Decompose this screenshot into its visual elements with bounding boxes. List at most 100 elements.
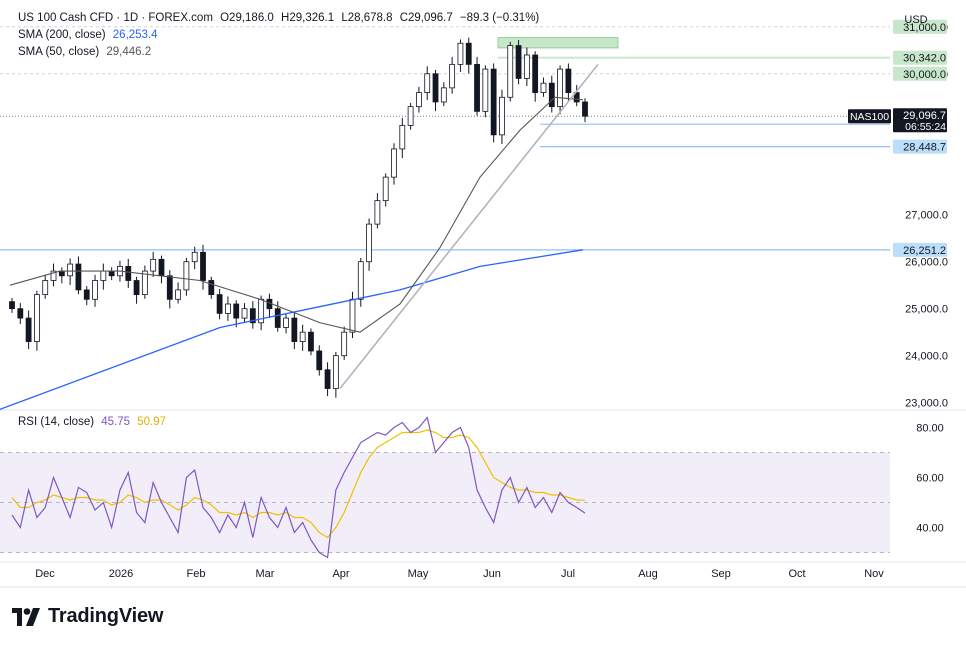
ticker-badge-bg: [848, 109, 891, 124]
level-badge: 31,000.0: [903, 22, 946, 34]
candle-body: [191, 251, 198, 263]
rsi-value: 45.75: [101, 416, 131, 428]
candle-body: [141, 270, 148, 295]
price-tick-label: 26,000.0: [905, 257, 948, 269]
candle-body: [83, 289, 90, 300]
ticker-label: NAS100: [850, 111, 889, 123]
price-tick-label: 23,000.0: [905, 398, 948, 410]
low-value: L28,678.8: [341, 12, 393, 24]
level-badge-bg: [893, 139, 947, 154]
candle-body: [332, 355, 339, 389]
candle-body: [158, 258, 165, 277]
candle-body: [200, 251, 206, 281]
time-tick-label: Jun: [483, 568, 501, 580]
candle-body: [9, 301, 15, 310]
time-axis: Dec 2026 Feb Mar Apr May Jun Jul Aug Sep Oct Nov: [35, 568, 884, 580]
candle-body: [374, 200, 381, 225]
time-tick-label: Apr: [332, 568, 349, 580]
time-tick-label: Aug: [638, 568, 658, 580]
candle-body: [216, 294, 223, 314]
level-badge: 30,342.0: [903, 53, 946, 65]
candle-body: [50, 270, 57, 281]
candle-body: [416, 92, 422, 108]
candle-body: [341, 331, 348, 357]
candle-body: [100, 270, 107, 281]
rsi-label: RSI (14, close): [18, 416, 95, 428]
currency-label: USD: [904, 14, 927, 26]
open-value: O29,186.0: [220, 12, 274, 24]
high-value: H29,326.1: [281, 12, 335, 24]
candle-body: [366, 223, 372, 263]
candle-body: [291, 317, 298, 342]
trendline: [339, 63, 599, 390]
candle-body: [424, 73, 431, 93]
candle-body: [17, 308, 24, 319]
candle-body: [308, 331, 314, 352]
candle-body: [565, 68, 572, 93]
candle-body: [283, 317, 289, 328]
candle-body: [316, 350, 323, 371]
candle-body: [499, 96, 505, 136]
candle-body: [440, 87, 447, 103]
candle-body: [523, 54, 530, 79]
time-tick-label: Feb: [187, 568, 206, 580]
candle-body: [357, 261, 364, 300]
rsi-legend[interactable]: RSI (14, close) 45.75 50.97: [18, 416, 170, 428]
last-price-label: 29,096.7: [903, 110, 946, 122]
candle-body: [465, 42, 472, 65]
candle-body: [457, 42, 464, 65]
instrument-title: US 100 Cash CFD · 1D · FOREX.com: [18, 12, 213, 24]
candle-body: [532, 54, 539, 93]
candle-body: [399, 125, 406, 150]
tradingview-logo[interactable]: TradingView: [12, 605, 163, 628]
candle-body: [548, 82, 555, 108]
time-tick-label: Dec: [35, 568, 55, 580]
price-axis: 31,000.0 30,000.0 27,000.0 26,000.0 25,000.0…: [848, 14, 948, 410]
rsi-pane: 80.00 60.00 40.00: [0, 416, 944, 559]
candlesticks: [9, 37, 588, 398]
level-badge-bg: [893, 242, 947, 257]
change-value: −89.3 (−0.31%): [459, 12, 540, 24]
level-badge-bg: [893, 19, 947, 34]
level-badge: 28,448.7: [903, 142, 946, 154]
candle-body: [208, 280, 215, 295]
price-tick-label: 25,000.0: [905, 304, 948, 316]
close-value: C29,096.7: [399, 12, 453, 24]
sma50-legend[interactable]: SMA (50, close) 29,446.2: [18, 46, 155, 58]
candle-body: [241, 308, 248, 319]
time-tick-label: Jul: [561, 568, 575, 580]
candle-body: [474, 63, 480, 112]
sma200-value: 26,253.4: [112, 29, 158, 41]
grid: [0, 26, 966, 588]
time-tick-label: Sep: [711, 568, 731, 580]
candle-body: [175, 289, 181, 300]
candle-body: [407, 106, 414, 126]
candle-body: [382, 176, 389, 202]
zones: [497, 37, 890, 59]
sma200-line: [0, 249, 584, 411]
candle-body: [67, 263, 74, 277]
last-price-badge-bg: [893, 108, 947, 133]
candle-body: [150, 258, 157, 272]
brand-name: TradingView: [48, 605, 164, 627]
sma200-label: SMA (200, close): [18, 29, 106, 41]
ohlc-legend: US 100 Cash CFD · 1D · FOREX.com O29,186…: [18, 12, 543, 24]
candle-body: [432, 73, 439, 103]
horizontal-levels: [0, 115, 890, 251]
price-tick-label: 27,000.0: [905, 210, 948, 222]
countdown-label: 06:55:24: [905, 121, 946, 133]
indicator-lines: [0, 63, 599, 411]
candle-body: [515, 45, 522, 79]
time-tick-label: Mar: [256, 568, 275, 580]
candle-body: [274, 308, 281, 328]
level-badge: 30,000.0: [903, 69, 946, 81]
candle-body: [225, 303, 231, 314]
candle-body: [557, 68, 563, 108]
candle-body: [324, 369, 331, 389]
candle-body: [391, 148, 397, 178]
candle-body: [349, 298, 356, 333]
sma200-legend[interactable]: SMA (200, close) 26,253.4: [18, 29, 162, 41]
level-badge-bg: [893, 50, 947, 65]
time-tick-label: Oct: [788, 568, 805, 580]
